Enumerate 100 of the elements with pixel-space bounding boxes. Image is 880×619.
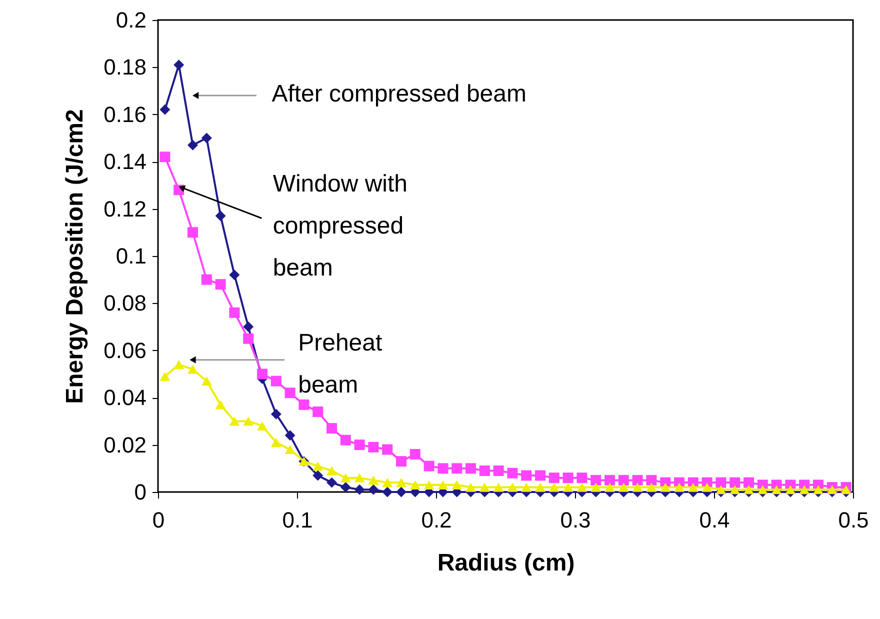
point [576,472,588,484]
point [744,485,754,494]
point [660,482,671,492]
point [410,448,420,460]
point [466,463,476,474]
point [382,478,393,488]
point [201,274,212,285]
point [229,270,240,280]
x-tick-label: 0.5 [838,508,869,532]
point [493,482,504,492]
point [618,474,629,486]
point [174,60,184,70]
point [757,485,768,494]
point [326,477,337,488]
point [396,486,406,498]
point [201,376,212,386]
y-axis-title: Energy Deposition (J/cm2 [62,109,89,404]
point [368,442,379,452]
point [368,476,379,485]
point [326,466,337,476]
point [646,482,657,492]
point [270,408,282,420]
point [730,477,740,488]
point [840,485,852,494]
y-tick-label: 0.04 [104,385,146,410]
point [354,473,365,482]
point [576,482,588,492]
point [604,474,615,486]
point [326,423,337,434]
point [229,416,240,426]
point [590,474,602,486]
point [438,463,448,474]
point [548,482,560,492]
point [479,482,490,492]
point [312,462,324,471]
y-tick-label: 0.12 [104,196,146,222]
point [562,482,574,492]
y-tick-label: 0.06 [104,338,146,363]
point [410,480,420,490]
point [452,480,462,490]
point [507,468,518,478]
point [174,360,184,370]
x-tick-label: 0 [152,508,165,532]
point [298,399,310,410]
y-tick-label: 0.1 [116,244,146,268]
point [493,466,504,476]
point [229,307,240,318]
point [466,482,476,492]
point [730,485,740,494]
point [688,482,698,492]
point [562,472,574,484]
x-axis-title: Radius (cm) [437,550,575,576]
point [479,466,490,476]
point [215,400,226,410]
point [604,482,615,492]
point [382,486,393,498]
point [702,482,712,492]
point [785,485,796,494]
point [646,474,657,486]
point [243,322,254,332]
point [548,472,560,484]
point [674,482,684,492]
point [396,456,406,467]
point [799,485,810,494]
x-tick-label: 0.1 [282,508,313,532]
point [771,485,782,494]
point [382,444,393,455]
point [590,482,602,492]
point [521,470,532,481]
y-tick-label: 0 [134,480,146,504]
point [716,477,726,488]
point [160,152,170,162]
point [535,482,546,492]
point [340,473,351,482]
point [188,364,198,374]
y-tick-label: 0.14 [104,149,146,174]
point [284,430,296,441]
point [270,438,282,447]
point [160,372,170,381]
point [368,484,379,495]
point [354,484,365,495]
point [632,482,643,492]
point [160,104,170,115]
x-tick-label: 0.3 [560,508,591,532]
point [215,210,226,222]
point [507,482,518,492]
point [744,477,754,488]
point [424,460,434,472]
annotation: After compressed beam [272,80,526,108]
point [340,482,351,493]
point [243,416,254,426]
point [396,478,406,488]
point [424,480,434,490]
point [270,376,282,386]
point [618,482,629,492]
y-tick-label: 0.18 [104,54,146,80]
point [257,421,268,430]
point [354,440,365,450]
y-tick-label: 0.08 [104,290,146,316]
x-tick-label: 0.4 [699,508,730,532]
